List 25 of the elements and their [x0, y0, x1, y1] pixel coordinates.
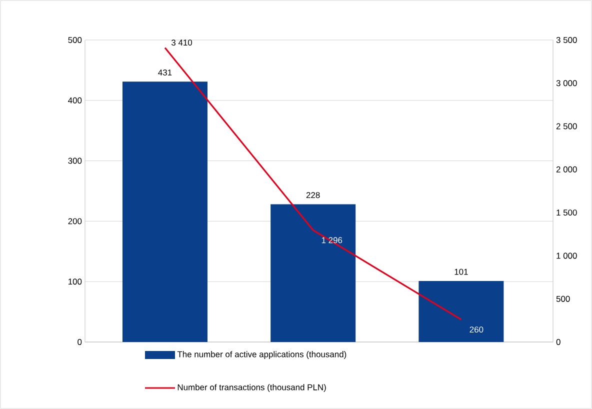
y-tick-label: 0 [78, 339, 82, 345]
y2-tick-label: 3 500 [556, 37, 577, 43]
data-label: 431 [158, 69, 172, 76]
y2-tick-label: 2 500 [556, 123, 577, 130]
y2-tick-label: 1 500 [556, 210, 577, 216]
data-label: 228 [306, 192, 320, 198]
y-tick-label: 300 [68, 158, 82, 164]
y2-tick-label: 2 000 [556, 166, 577, 172]
y-tick-label: 400 [68, 97, 82, 104]
data-label: 1 296 [322, 237, 342, 244]
y2-tick-label: 3 000 [556, 80, 577, 86]
y-tick-label: 500 [68, 37, 82, 43]
y2-tick-label: 0 [556, 339, 560, 345]
legend-label: Number of transactions (thousand PLN) [178, 384, 326, 392]
y-tick-label: 200 [68, 218, 82, 224]
bar [122, 82, 208, 342]
y-tick-label: 100 [68, 278, 82, 285]
legend-label: The number of active applications (thousand) [177, 351, 346, 359]
y2-tick-label: 500 [556, 296, 570, 302]
data-label: 101 [454, 268, 468, 275]
bar [418, 280, 504, 342]
data-label: 3 410 [172, 40, 192, 46]
bar [270, 204, 356, 342]
data-label: 260 [470, 326, 484, 333]
y2-tick-label: 1 000 [556, 252, 577, 259]
